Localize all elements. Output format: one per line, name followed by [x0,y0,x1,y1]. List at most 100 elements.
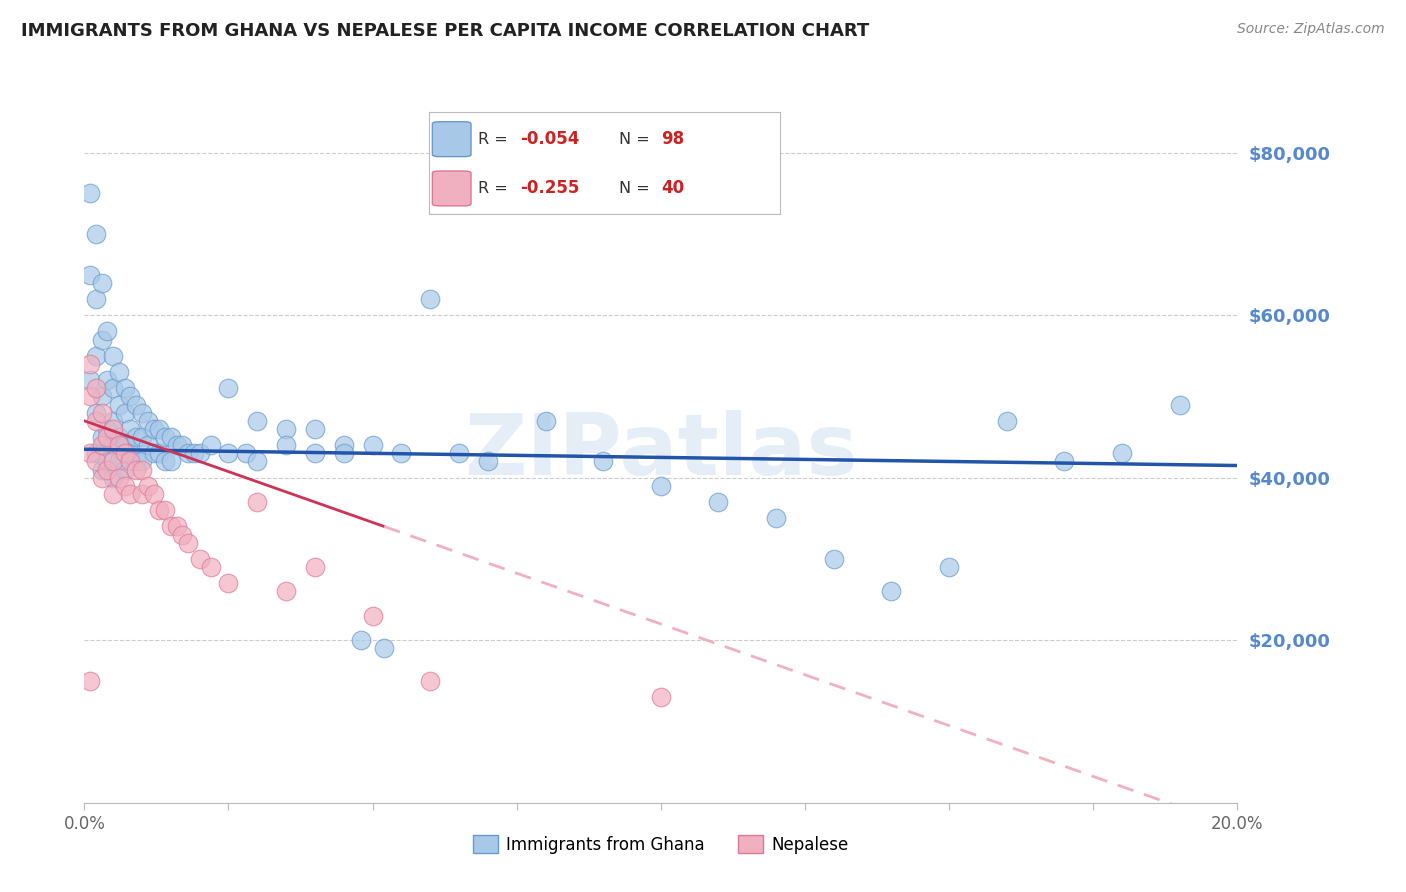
Point [120,446,142,460]
Point [114,446,136,460]
Point [90,438,112,452]
Point [108,430,131,444]
Point [131,454,153,468]
Point [96,462,118,476]
Point [96,325,118,339]
Point [108,454,131,468]
Point [361,438,384,452]
Point [177,446,200,460]
Point [188,446,211,460]
Point [96,454,118,468]
Point [103,438,124,452]
Point [131,406,153,420]
Point [131,430,153,444]
Text: R =: R = [478,181,513,196]
Point [103,349,124,363]
Point [246,495,269,509]
Point [707,495,730,509]
Point [84,406,107,420]
Point [650,690,672,705]
Point [235,446,257,460]
Point [120,487,142,501]
Text: N =: N = [619,132,655,146]
Point [79,373,101,387]
Point [79,673,101,688]
Point [246,414,269,428]
Point [103,487,124,501]
Point [218,381,240,395]
Point [90,333,112,347]
Point [361,608,384,623]
Point [160,454,183,468]
FancyBboxPatch shape [433,122,471,157]
Point [96,422,118,436]
Point [391,446,413,460]
Point [108,438,131,452]
Point [449,446,471,460]
Point [880,584,903,599]
Point [79,389,101,403]
Point [200,438,222,452]
Point [114,462,136,476]
Point [172,438,194,452]
Point [84,454,107,468]
Text: 98: 98 [661,130,683,148]
Point [84,414,107,428]
Point [218,446,240,460]
Point [120,422,142,436]
Point [125,398,148,412]
Point [938,560,960,574]
Point [108,365,131,379]
Point [148,446,170,460]
Point [114,406,136,420]
Point [650,479,672,493]
Point [90,406,112,420]
Text: ZIPatlas: ZIPatlas [464,410,858,493]
Point [765,511,787,525]
Text: R =: R = [478,132,513,146]
Point [534,414,557,428]
Point [114,479,136,493]
Point [350,633,373,648]
Legend: Immigrants from Ghana, Nepalese: Immigrants from Ghana, Nepalese [467,829,855,860]
Point [373,641,395,656]
Point [108,471,131,485]
Point [114,381,136,395]
Point [276,584,298,599]
Point [79,268,101,282]
Point [166,519,188,533]
Point [1111,446,1133,460]
Point [96,430,118,444]
Point [153,503,176,517]
Point [304,560,326,574]
Point [218,576,240,591]
Point [142,422,165,436]
Text: -0.054: -0.054 [520,130,579,148]
Point [188,552,211,566]
Point [103,414,124,428]
Point [125,454,148,468]
Text: Source: ZipAtlas.com: Source: ZipAtlas.com [1237,22,1385,37]
Point [79,357,101,371]
Point [120,389,142,403]
Point [131,462,153,476]
Point [84,446,107,460]
Point [103,454,124,468]
Point [995,414,1018,428]
Point [79,446,101,460]
Text: -0.255: -0.255 [520,179,579,197]
Point [153,430,176,444]
Point [1053,454,1076,468]
Point [166,438,188,452]
Point [103,422,124,436]
Point [125,462,148,476]
Point [84,349,107,363]
Point [419,292,441,306]
Point [333,438,356,452]
Point [153,454,176,468]
Point [172,527,194,541]
Point [125,430,148,444]
Point [103,381,124,395]
Point [183,446,205,460]
Point [177,535,200,549]
